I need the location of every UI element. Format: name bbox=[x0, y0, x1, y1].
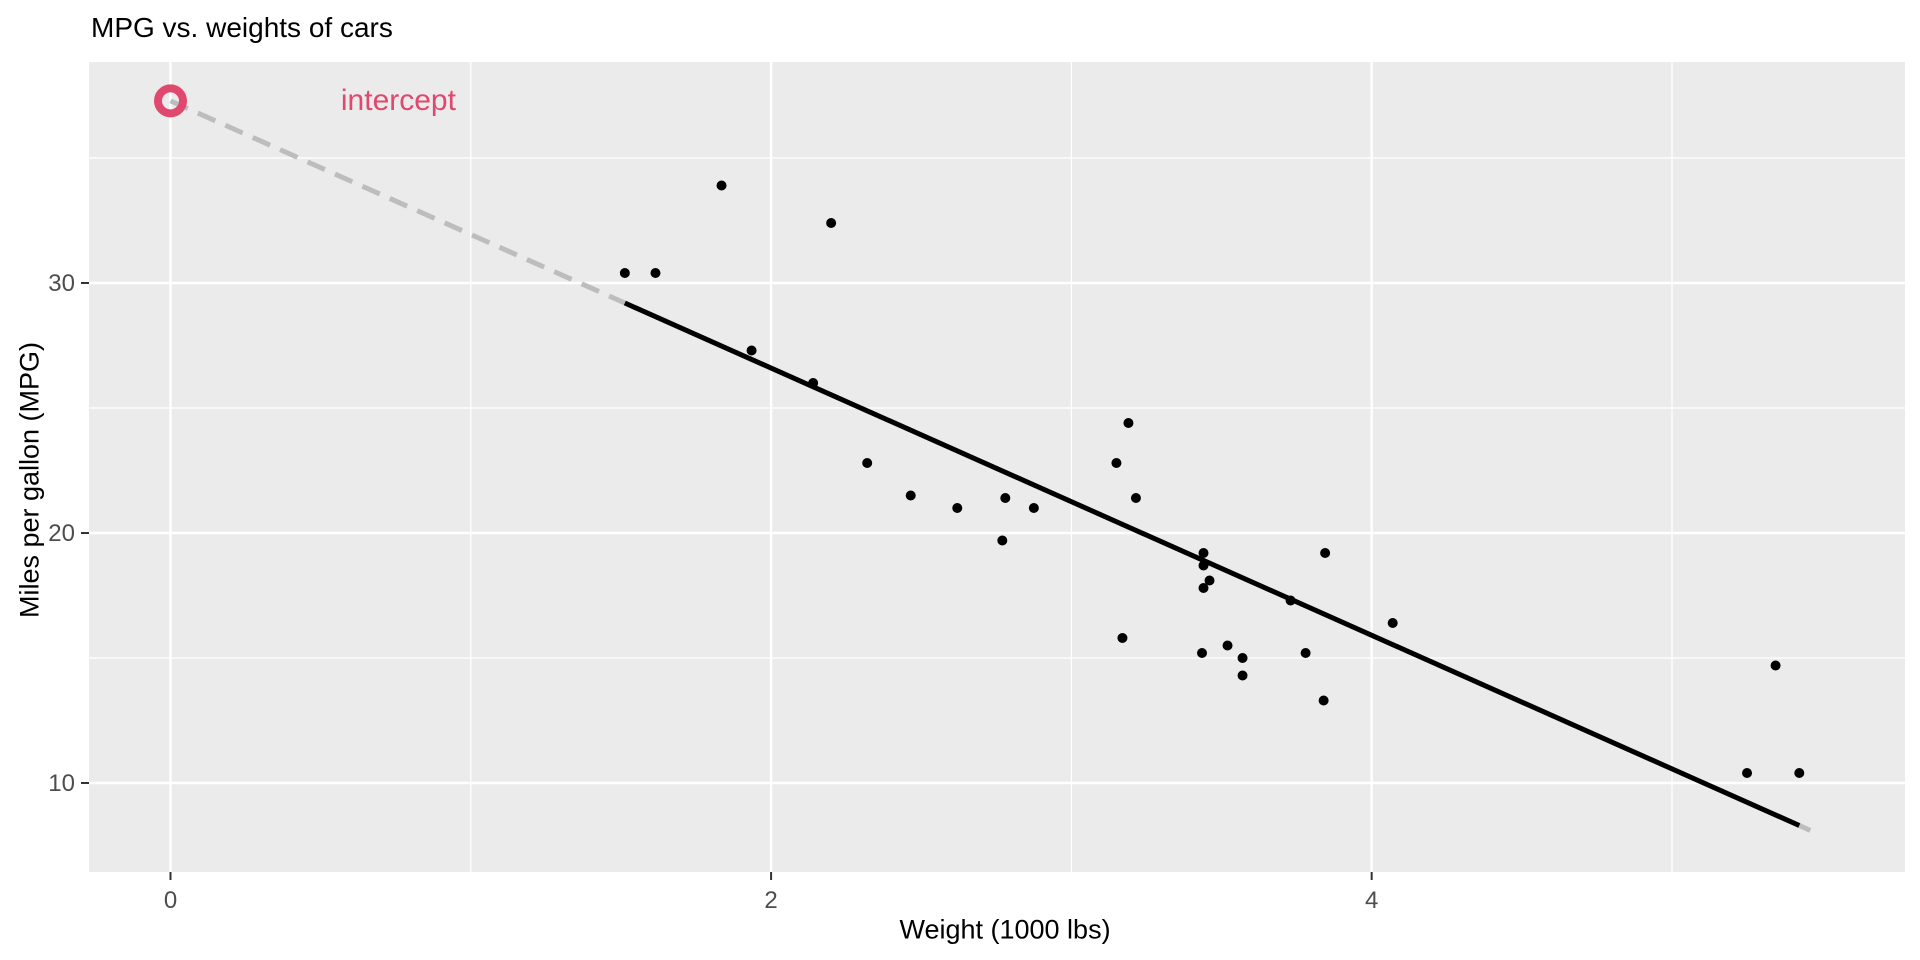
y-tick-label: 30 bbox=[48, 270, 75, 297]
data-point bbox=[1300, 648, 1311, 658]
data-point bbox=[826, 218, 837, 228]
regression-line bbox=[623, 300, 1801, 828]
y-tick-label: 10 bbox=[48, 770, 75, 797]
data-point bbox=[808, 378, 819, 388]
data-point bbox=[1204, 575, 1215, 586]
data-point bbox=[1237, 670, 1248, 681]
data-point bbox=[1770, 660, 1781, 671]
x-axis-title: Weight (1000 lbs) bbox=[899, 914, 1111, 945]
plot-title: MPG vs. weights of cars bbox=[91, 12, 393, 43]
intercept-marker bbox=[153, 84, 187, 118]
data-point bbox=[746, 345, 757, 356]
dashed-line-end-cap bbox=[1798, 823, 1812, 833]
data-point bbox=[1320, 548, 1331, 558]
data-point bbox=[716, 180, 727, 191]
data-point bbox=[1222, 640, 1233, 651]
data-point bbox=[1197, 648, 1208, 658]
data-point bbox=[1000, 493, 1011, 503]
data-point bbox=[1198, 560, 1209, 571]
dashed-intercept-line bbox=[169, 98, 626, 306]
data-point bbox=[1237, 653, 1248, 663]
data-point bbox=[997, 535, 1008, 546]
y-axis-title: Miles per gallon (MPG) bbox=[14, 341, 45, 619]
data-point bbox=[1111, 458, 1122, 468]
data-point bbox=[862, 458, 873, 468]
data-point bbox=[650, 268, 661, 278]
data-point bbox=[1123, 418, 1134, 428]
x-tick-label: 0 bbox=[164, 887, 177, 914]
x-tick-label: 2 bbox=[764, 887, 777, 914]
data-point bbox=[1387, 618, 1398, 628]
y-tick-label: 20 bbox=[48, 520, 75, 547]
data-point bbox=[905, 490, 916, 501]
data-point bbox=[1117, 633, 1128, 643]
data-point bbox=[1318, 695, 1329, 706]
data-point bbox=[619, 268, 630, 278]
data-point bbox=[1028, 503, 1039, 513]
data-point bbox=[1794, 768, 1805, 778]
intercept-annotation: intercept bbox=[340, 83, 456, 117]
data-point bbox=[1742, 768, 1753, 778]
data-point bbox=[1130, 493, 1141, 503]
x-tick-label: 4 bbox=[1365, 887, 1378, 914]
data-point bbox=[952, 503, 963, 513]
data-point bbox=[1285, 595, 1296, 606]
data-point bbox=[1198, 583, 1209, 593]
data-point bbox=[1198, 548, 1209, 558]
